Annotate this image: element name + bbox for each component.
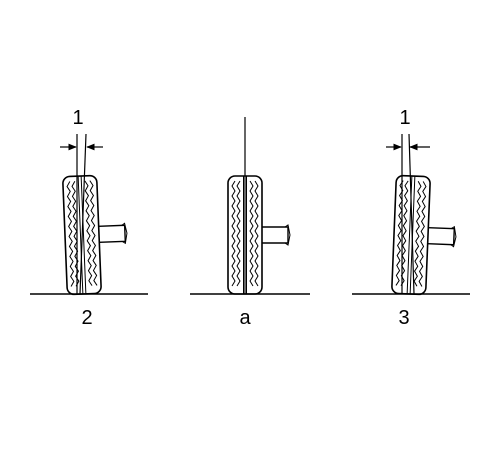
panel-zero-camber: a	[190, 117, 310, 329]
tire-tilted-left	[61, 173, 131, 296]
callout-label: 1	[399, 107, 410, 129]
tire-centerline	[408, 133, 415, 295]
panel-label: 3	[398, 307, 409, 329]
panel-positive-camber: 1 3	[352, 107, 470, 329]
callout-label: 1	[72, 107, 83, 129]
tire-upright	[227, 175, 291, 295]
panel-label: a	[239, 307, 251, 329]
panel-label: 2	[81, 307, 92, 329]
tire-centerline	[79, 133, 87, 295]
panel-negative-camber: 1 2	[30, 107, 148, 329]
